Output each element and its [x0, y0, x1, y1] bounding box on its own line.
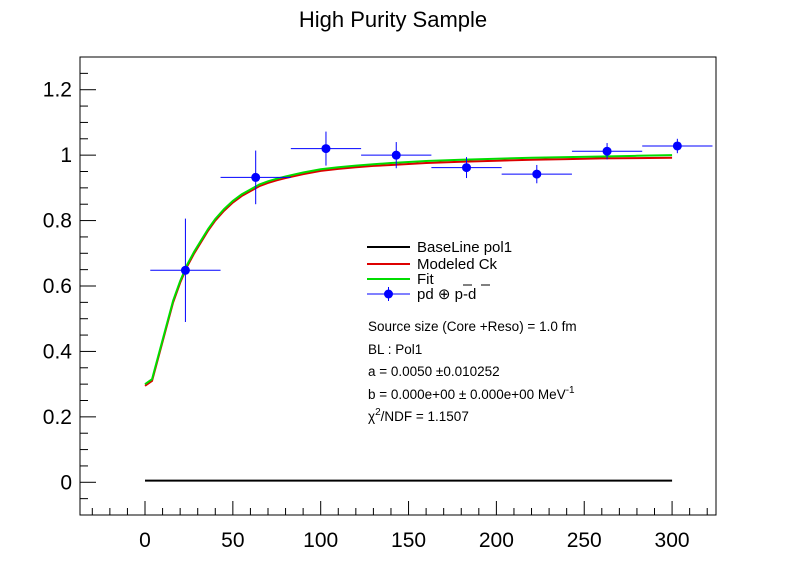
fit-info: Source size (Core +Reso) = 1.0 fm BL : P… — [368, 319, 577, 424]
axis-ticks — [80, 56, 708, 516]
info-source-size: Source size (Core +Reso) = 1.0 fm — [368, 319, 577, 334]
y-tick-label: 0.8 — [43, 210, 72, 233]
legend-label-data-part1: pd ⊕ — [417, 286, 455, 303]
info-param-b: b = 0.000e+00 ± 0.000e+00 MeV-1 — [368, 385, 575, 402]
x-tick-label: 300 — [655, 529, 690, 552]
y-tick-label: 1 — [60, 144, 72, 167]
x-axis-tick-labels: 0 50 100 150 200 250 300 — [139, 529, 689, 552]
info-param-b-value: b = 0.000e+00 ± 0.000e+00 MeV — [368, 387, 566, 402]
x-tick-label: 250 — [567, 529, 602, 552]
legend-swatch-data-marker — [384, 289, 393, 299]
y-tick-label: 0.4 — [43, 340, 73, 363]
data-point — [532, 169, 542, 179]
y-tick-label: 0 — [60, 471, 72, 494]
data-point — [391, 150, 401, 160]
y-tick-label: 0.6 — [43, 275, 72, 298]
data-point — [180, 265, 190, 275]
legend-label-modeled: Modeled Ck — [417, 256, 498, 273]
info-chi2-symbol: χ — [368, 409, 375, 424]
legend-label-fit: Fit — [417, 271, 434, 288]
info-chi2-exponent: 2 — [375, 407, 381, 418]
info-param-a: a = 0.0050 ±0.010252 — [368, 364, 500, 379]
info-param-b-exponent: -1 — [566, 385, 575, 396]
series-layer — [144, 131, 713, 482]
info-chi2-value: /NDF = 1.1507 — [381, 409, 469, 424]
x-tick-label: 200 — [479, 529, 514, 552]
info-baseline: BL : Pol1 — [368, 342, 422, 357]
legend-label-data-part3: - — [463, 286, 468, 303]
legend-label-data-part4: d — [468, 286, 476, 303]
y-axis-tick-labels: 0 0.2 0.4 0.6 0.8 1 1.2 — [43, 79, 73, 495]
plot-frame — [79, 56, 717, 516]
chart-title: High Purity Sample — [299, 7, 487, 32]
y-tick-label: 1.2 — [43, 79, 72, 102]
data-point — [672, 141, 682, 151]
data-point — [462, 163, 472, 173]
data-point — [321, 144, 331, 154]
data-point — [251, 172, 261, 182]
legend-label-data: pd ⊕ p-d — [417, 286, 476, 303]
legend: BaseLine pol1 Modeled Ck Fit pd ⊕ p-d — [367, 239, 512, 303]
x-tick-label: 100 — [303, 529, 338, 552]
x-tick-label: 50 — [221, 529, 244, 552]
legend-label-baseline: BaseLine pol1 — [417, 239, 512, 256]
y-tick-label: 0.2 — [43, 406, 72, 429]
x-tick-label: 0 — [139, 529, 151, 552]
legend-label-data-part2: p — [455, 286, 463, 303]
x-tick-label: 150 — [391, 529, 426, 552]
data-point — [602, 146, 612, 156]
info-chi2: χ2/NDF = 1.1507 — [368, 407, 469, 424]
